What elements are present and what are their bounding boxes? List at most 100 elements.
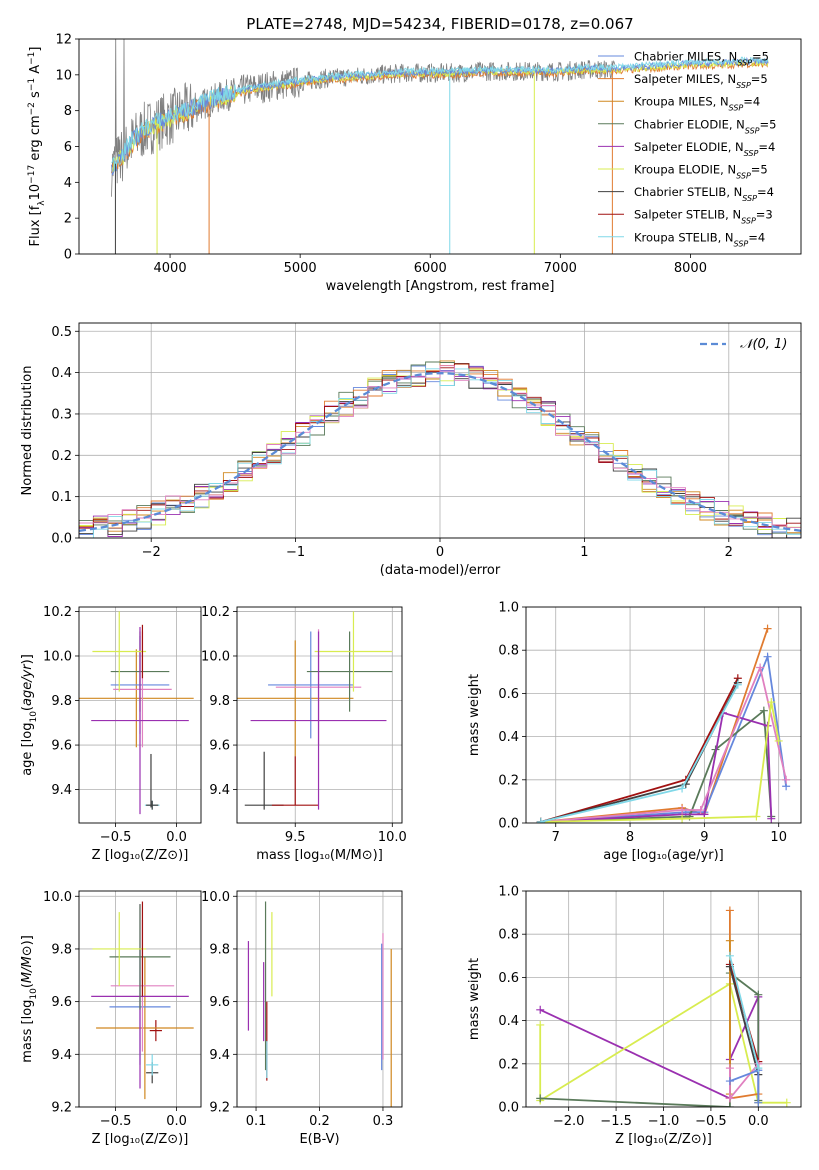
legend-label: Salpeter STELIB, NSSP=3 (634, 208, 773, 226)
x-tick-label: −2 (142, 545, 161, 560)
y-axis-label-part: ] (28, 47, 43, 52)
x-tick-label: −1.0 (648, 1114, 680, 1129)
axes-frame (525, 890, 802, 1108)
weight-marker (754, 1098, 763, 1107)
legend-label-tail: =3 (756, 208, 773, 222)
y-axis-label-part: )] (20, 935, 35, 945)
y-axis-label-part: 10 (28, 184, 43, 201)
plot-area (526, 891, 801, 1107)
y-tick-label: 4 (64, 176, 72, 191)
plot-area (111, 39, 769, 254)
y-tick-label: 6 (64, 140, 72, 155)
x-axis-label: E(B-V) (299, 1132, 339, 1147)
x-tick-label: −1 (286, 545, 305, 560)
y-tick-label: 0.8 (498, 928, 519, 943)
y-axis-label-part: erg cm (28, 115, 43, 164)
weight-marker (752, 812, 761, 821)
panel-mass-vs-ebv: 0.1 0.2 0.3 9.2 9.4 9.6 9.8 10.0 E(B-V) (201, 890, 403, 1147)
x-axis-label: Z [log₁₀(Z/Z⊙)] (92, 848, 189, 863)
weight-marker (782, 775, 791, 784)
legend-label: Kroupa STELIB, NSSP=4 (634, 230, 765, 248)
y-tick-label: 9.6 (51, 739, 72, 754)
y-tick-label: 0.4 (51, 366, 72, 381)
legend-label: Salpeter ELODIE, NSSP=4 (634, 140, 775, 158)
x-axis-label: Z [log₁₀(Z/Z⊙)] (92, 1132, 189, 1147)
y-tick-label: 9.6 (209, 739, 230, 754)
weight-series (540, 711, 773, 823)
panel-age-vs-mass: 9.5 10.0 9.4 9.6 9.8 10.0 10.2 mass [log₁₀(M/M⊙… (201, 605, 407, 863)
axes-frame (236, 890, 403, 1108)
y-axis-label-part: mass [log (20, 1000, 35, 1063)
weight-marker (678, 784, 687, 793)
legend-label: Chabrier STELIB, NSSP=4 (634, 185, 774, 203)
y-axis-label: mass weight (467, 958, 482, 1040)
weight-series (540, 628, 769, 823)
panel-residuals: −2 −1 0 1 2 0.0 0.1 0.2 0.3 0.4 0.5 (data-model)/er… (20, 322, 802, 578)
y-axis-label-part: 10 (29, 711, 39, 723)
legend-label-tail: =5 (752, 50, 769, 64)
legend-label-tail: =5 (751, 72, 768, 86)
weight-series (540, 664, 787, 823)
y-axis-label-part: ( (20, 983, 35, 988)
legend-label-main: Chabrier ELODIE, N (634, 117, 745, 131)
y-tick-label: 9.8 (209, 942, 230, 957)
legend-label-sub: SSP (736, 81, 751, 90)
weight-marker (782, 1098, 791, 1107)
y-axis-label: Normed distribution (20, 366, 35, 496)
legend-label-main: Chabrier MILES, N (634, 50, 737, 64)
histogram-series (79, 365, 801, 538)
y-tick-label: 9.8 (51, 694, 72, 709)
y-axis-label: age [log10(age/yr)] (20, 654, 39, 776)
legend-label-tail: =5 (760, 117, 777, 131)
y-tick-label: 0.0 (498, 817, 519, 832)
y-axis-label-part: −1 (27, 78, 37, 91)
y-tick-label: 0.4 (498, 1014, 519, 1029)
legend-label: Kroupa ELODIE, NSSP=5 (634, 163, 768, 181)
legend-label-tail: =4 (757, 185, 774, 199)
weight-series (729, 966, 760, 1075)
legend-label-main: Salpeter STELIB, N (634, 208, 741, 222)
legend-label-tail: =4 (758, 140, 775, 154)
weight-marker (767, 814, 776, 823)
weight-marker (725, 1103, 734, 1107)
weight-marker (678, 814, 687, 823)
y-axis-label-part: −17 (27, 165, 37, 184)
y-tick-label: 9.4 (209, 783, 230, 798)
x-tick-label: 9 (700, 830, 708, 845)
y-tick-label: 9.4 (51, 1048, 72, 1063)
x-axis-label: age [log₁₀(age/yr)] (603, 848, 724, 863)
weight-marker (774, 736, 783, 745)
y-tick-label: 0.0 (51, 532, 72, 547)
weight-marker (763, 624, 772, 633)
legend-label-sub: SSP (744, 148, 759, 157)
x-tick-label: 4000 (154, 261, 187, 276)
y-tick-label: 0.6 (498, 687, 519, 702)
y-axis-label-part: λ (37, 200, 47, 206)
y-axis-label-part: ( (20, 706, 35, 711)
y-axis-label-part: mass weight (467, 674, 482, 756)
y-tick-label: 0.2 (498, 1057, 519, 1072)
y-axis-label-part: Normed distribution (20, 366, 35, 496)
x-tick-label: 0.0 (166, 1114, 187, 1129)
y-tick-label: 9.4 (209, 1048, 230, 1063)
weight-marker (763, 652, 772, 661)
y-tick-label: 0 (64, 248, 72, 263)
y-tick-label: 9.2 (209, 1101, 230, 1116)
weight-marker (536, 1005, 545, 1014)
y-tick-label: 10.2 (201, 605, 230, 620)
y-tick-label: 0.6 (498, 971, 519, 986)
y-axis-label-part: A (28, 65, 43, 78)
legend-label-main: Kroupa ELODIE, N (634, 163, 736, 177)
x-tick-label: 0.1 (246, 1114, 267, 1129)
weight-series (540, 971, 760, 1107)
y-axis-label: mass weight (467, 674, 482, 756)
y-tick-label: 10.0 (201, 649, 230, 664)
x-tick-label: 1 (580, 545, 588, 560)
legend-label-sub: SSP (736, 171, 751, 180)
x-tick-label: 7000 (544, 261, 577, 276)
y-tick-label: 0.2 (498, 773, 519, 788)
y-axis-label-part: −2 (27, 102, 37, 115)
legend-label-main: Kroupa STELIB, N (634, 230, 734, 244)
y-axis-label-part: M/M (20, 956, 35, 983)
